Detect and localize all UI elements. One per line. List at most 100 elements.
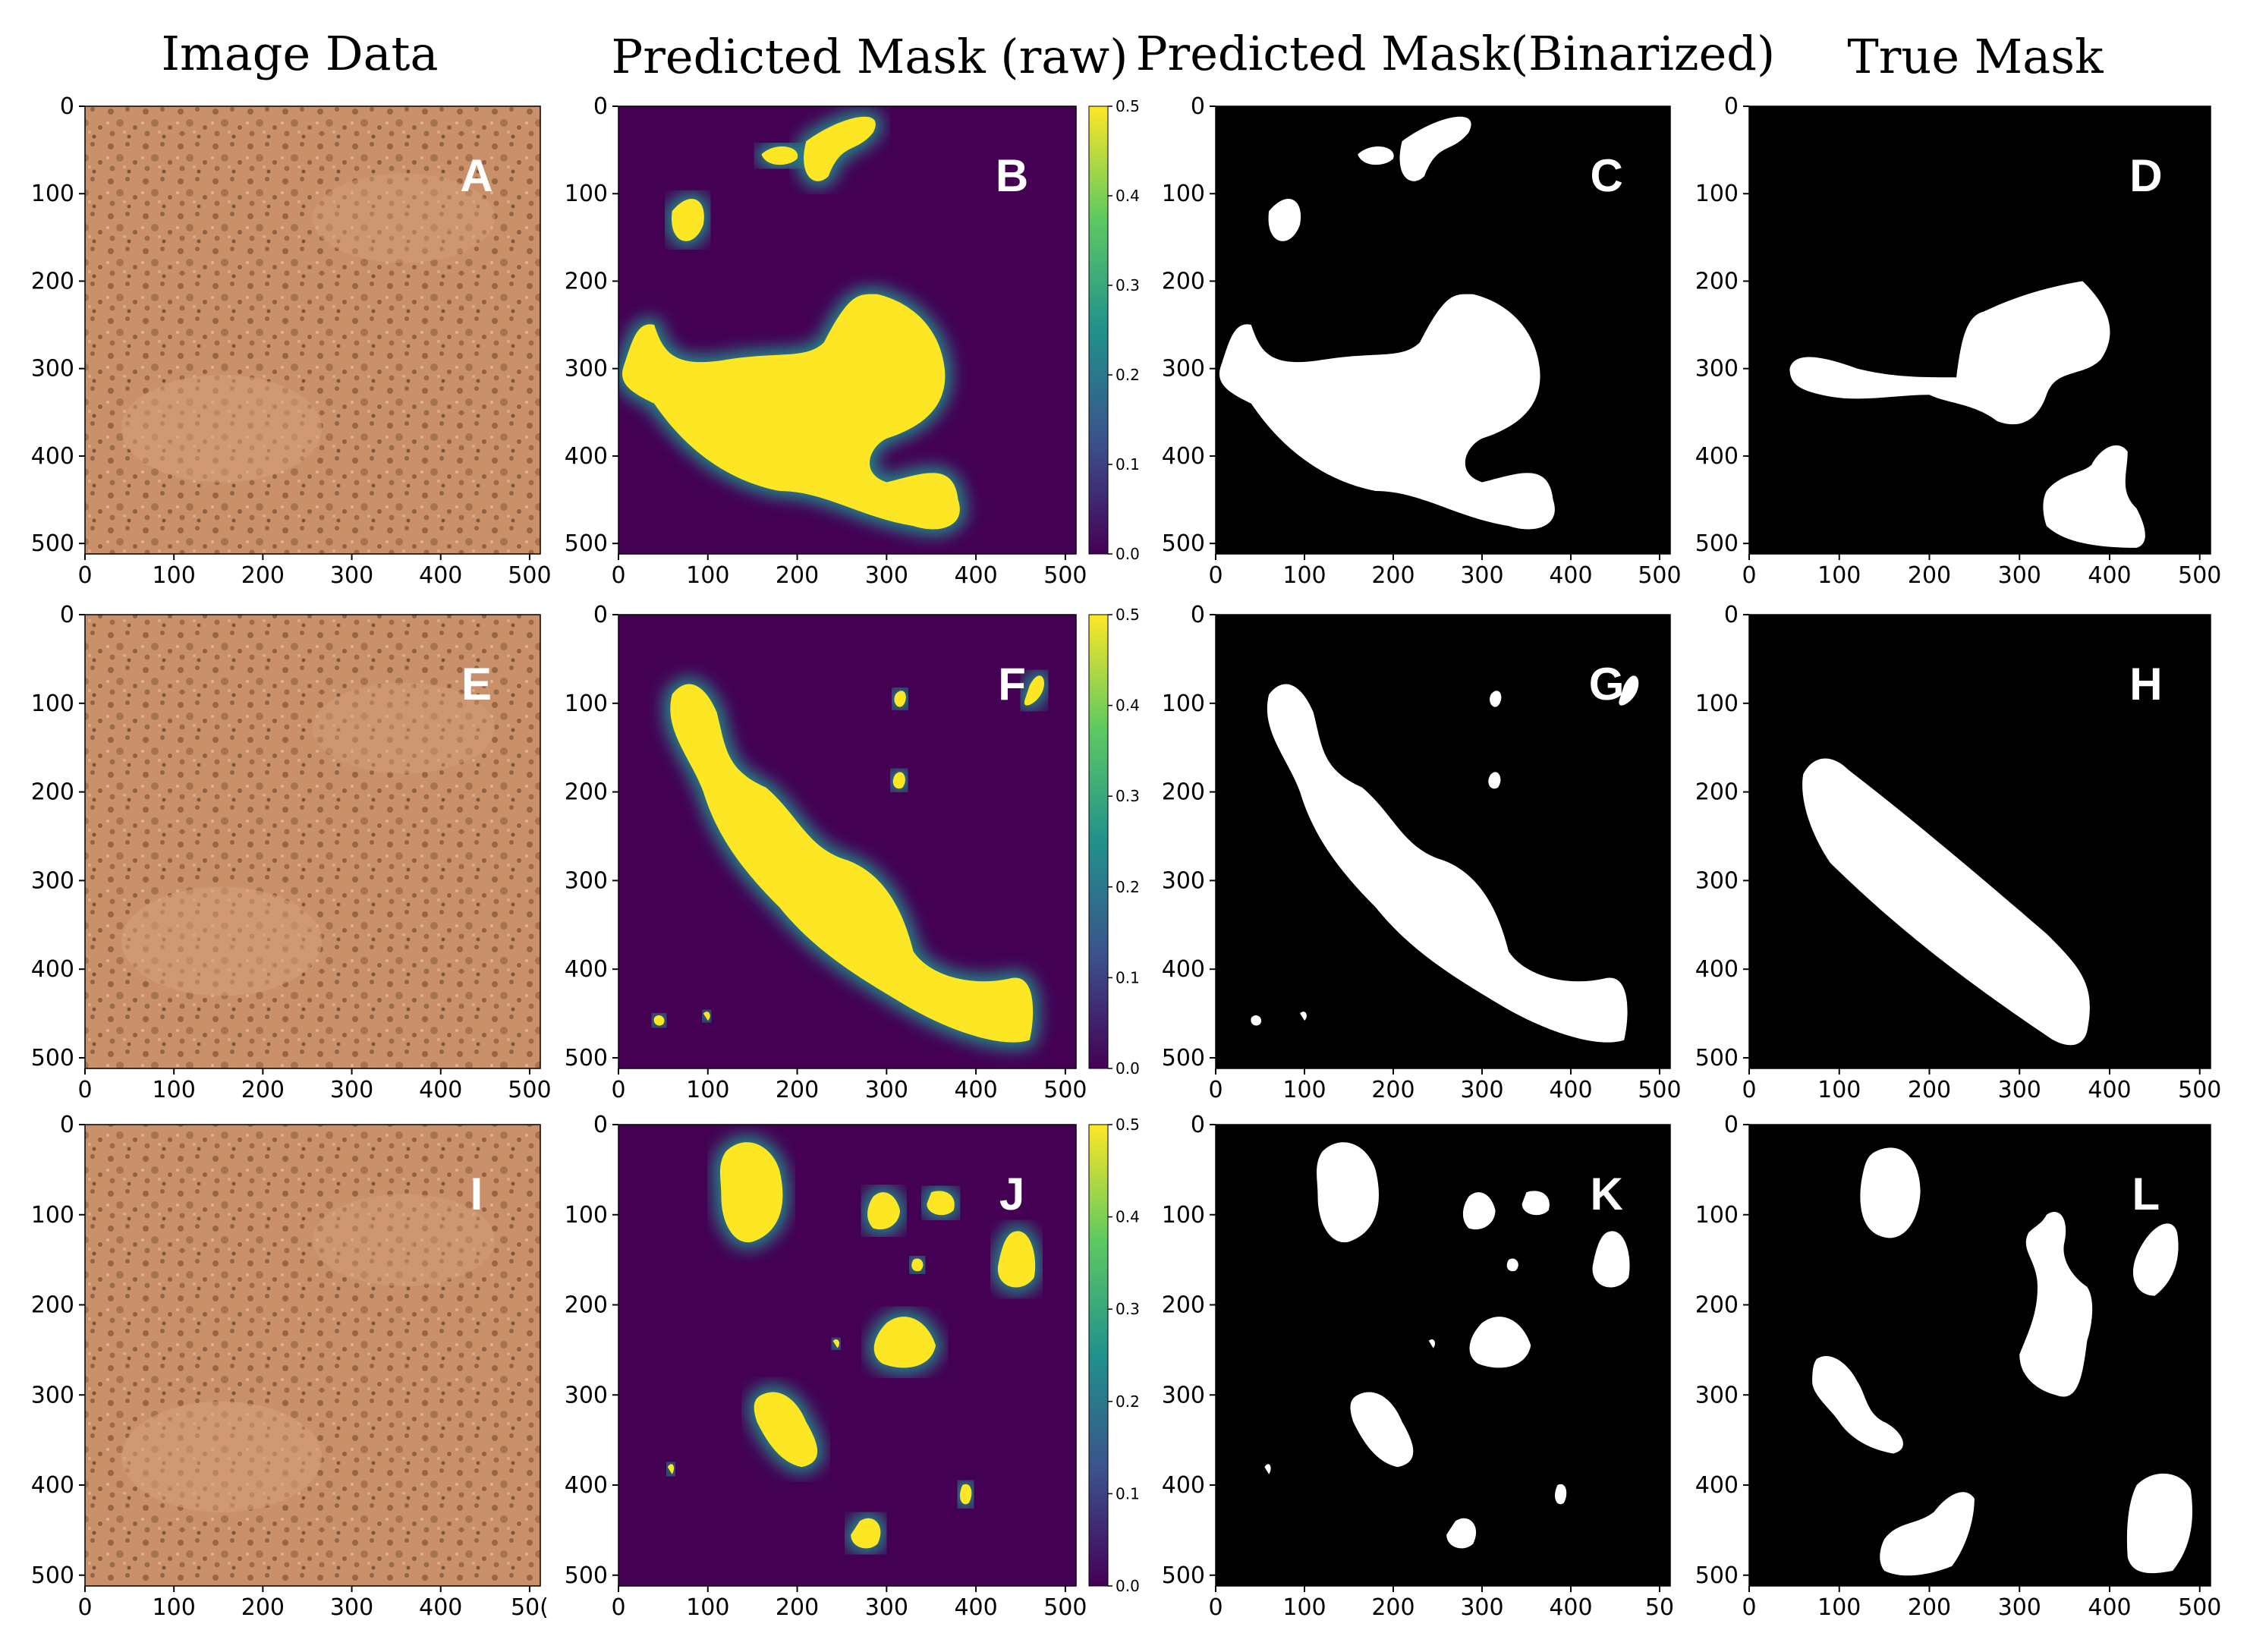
heatmap-blob bbox=[927, 1191, 955, 1216]
colorbar-tick-label: 0.4 bbox=[1116, 187, 1140, 205]
heatmap-blob bbox=[894, 691, 906, 707]
x-tick-label: 0 bbox=[1208, 1077, 1223, 1103]
y-tick-label: 400 bbox=[1695, 1472, 1739, 1499]
mask-region bbox=[1490, 691, 1502, 707]
heatmap-blob bbox=[997, 1231, 1036, 1288]
panel-letter: I bbox=[470, 1169, 483, 1219]
x-tick-label: 400 bbox=[954, 562, 997, 589]
panel-letter: C bbox=[1590, 150, 1622, 201]
panel-f: 0.5 0.4 0.3 0.2 0.1 0.0 0 0 100 100 200 200 300 300 40… bbox=[565, 602, 1140, 1103]
mask-region bbox=[1267, 684, 1628, 1043]
colorbar-tick-label: 0.2 bbox=[1116, 878, 1140, 896]
heatmap-blob bbox=[670, 684, 1034, 1043]
x-tick-label: 0 bbox=[611, 562, 625, 589]
y-tick-label: 400 bbox=[565, 443, 608, 470]
x-tick-label: 400 bbox=[2088, 562, 2131, 589]
microscopy-image bbox=[85, 615, 540, 1068]
mask-region bbox=[1506, 1258, 1518, 1272]
heatmap-blob bbox=[804, 116, 876, 181]
x-tick-label: 200 bbox=[1371, 1594, 1415, 1621]
colorbar-tick-label: 0.4 bbox=[1116, 1208, 1140, 1226]
x-tick-label: 100 bbox=[1282, 562, 1326, 589]
y-tick-label: 500 bbox=[31, 1045, 74, 1071]
mask-background bbox=[1216, 1125, 1670, 1586]
x-tick-label: 0 bbox=[77, 1077, 92, 1103]
y-tick-label: 300 bbox=[1695, 1382, 1739, 1408]
x-tick-label: 500 bbox=[1043, 1077, 1087, 1103]
panel-letter: J bbox=[999, 1169, 1024, 1219]
x-tick-label: 400 bbox=[419, 1594, 462, 1621]
x-tick-label: 100 bbox=[686, 562, 729, 589]
panel-l: 0 0 100 100 200 200 300 300 400 400 500 500 L bbox=[1695, 1112, 2222, 1621]
y-tick-label: 500 bbox=[565, 1045, 608, 1071]
y-tick-label: 100 bbox=[1162, 691, 1205, 717]
heatmap-blob bbox=[867, 1192, 900, 1230]
mask-region bbox=[1399, 116, 1471, 181]
x-tick-label: 500 bbox=[1043, 562, 1087, 589]
y-tick-label: 400 bbox=[1162, 1472, 1205, 1499]
y-tick-label: 200 bbox=[565, 268, 608, 294]
heatmap-blob bbox=[622, 294, 960, 530]
heatmap-blob bbox=[892, 772, 905, 789]
y-tick-label: 400 bbox=[565, 956, 608, 983]
heatmap-blob bbox=[672, 198, 704, 241]
heatmap-blob bbox=[703, 1012, 710, 1021]
y-tick-label: 200 bbox=[1162, 268, 1205, 294]
x-tick-label: 300 bbox=[330, 1594, 373, 1621]
x-tick-label: 200 bbox=[241, 1077, 285, 1103]
panel-letter: L bbox=[2132, 1169, 2160, 1219]
heatmap-blob bbox=[873, 1317, 936, 1368]
y-tick-label: 0 bbox=[1191, 93, 1205, 120]
x-tick-label: 200 bbox=[241, 562, 285, 589]
y-tick-label: 100 bbox=[1695, 691, 1739, 717]
mask-region bbox=[1522, 1191, 1550, 1216]
y-tick-label: 400 bbox=[1162, 443, 1205, 470]
x-tick-label: 500 bbox=[2178, 1594, 2221, 1621]
x-tick-label: 500 bbox=[2178, 562, 2221, 589]
colorbar-tick-label: 0.3 bbox=[1116, 1300, 1140, 1318]
x-tick-label: 0 bbox=[77, 1594, 92, 1621]
heatmap-blob bbox=[667, 1464, 675, 1474]
x-tick-label: 100 bbox=[1817, 1077, 1861, 1103]
colorbar-tick-label: 0.4 bbox=[1116, 697, 1140, 715]
panel-letter: D bbox=[2129, 150, 2162, 201]
y-tick-label: 300 bbox=[1162, 1382, 1205, 1408]
y-tick-label: 200 bbox=[1695, 268, 1739, 294]
y-tick-label: 100 bbox=[1162, 181, 1205, 207]
y-tick-label: 500 bbox=[565, 530, 608, 557]
y-tick-label: 200 bbox=[1162, 779, 1205, 806]
column-title-true-mask: True Mask bbox=[1847, 29, 2104, 84]
x-tick-label: 400 bbox=[1549, 1077, 1592, 1103]
y-tick-label: 400 bbox=[31, 1472, 74, 1499]
y-tick-label: 400 bbox=[31, 443, 74, 470]
panel-b: 0.5 0.4 0.3 0.2 0.1 0.0 0 0 100 100 200 200 300 300 40… bbox=[565, 93, 1140, 589]
y-tick-label: 0 bbox=[60, 93, 74, 120]
heatmap-blob bbox=[761, 146, 798, 165]
x-tick-label: 0 bbox=[611, 1077, 625, 1103]
panel-d: 0 0 100 100 200 200 300 300 400 400 500 500 D bbox=[1695, 93, 2222, 589]
x-tick-label: 200 bbox=[241, 1594, 285, 1621]
colorbar-tick-label: 0.5 bbox=[1116, 1115, 1140, 1134]
colorbar-tick-label: 0.5 bbox=[1116, 606, 1140, 624]
mask-region bbox=[1358, 146, 1394, 165]
heatmap-blob bbox=[911, 1258, 924, 1272]
panel-j: 0.5 0.4 0.3 0.2 0.1 0.0 0 0 100 100 200 200 300 300 40… bbox=[565, 1112, 1140, 1621]
y-tick-label: 300 bbox=[1695, 867, 1739, 894]
panel-letter: B bbox=[996, 150, 1028, 201]
colorbar: 0.5 0.4 0.3 0.2 0.1 0.0 bbox=[1088, 97, 1140, 563]
colorbar-tick-label: 0.2 bbox=[1116, 1392, 1140, 1411]
x-tick-label: 50( bbox=[511, 1594, 549, 1621]
column-title-image-data: Image Data bbox=[162, 26, 439, 81]
x-tick-label: 0 bbox=[1742, 562, 1756, 589]
y-tick-label: 500 bbox=[1162, 1045, 1205, 1071]
mask-region bbox=[1446, 1518, 1477, 1549]
x-tick-label: 400 bbox=[1549, 1594, 1592, 1621]
panel-a: 0 0 100 100 200 200 300 300 400 400 500 500 A bbox=[31, 93, 552, 589]
mask-region bbox=[2019, 1212, 2093, 1397]
colorbar: 0.5 0.4 0.3 0.2 0.1 0.0 bbox=[1088, 1115, 1140, 1595]
y-tick-label: 300 bbox=[1695, 356, 1739, 382]
colorbar-tick-label: 0.3 bbox=[1116, 787, 1140, 805]
panel-h: 0 0 100 100 200 200 300 300 400 400 500 500 H bbox=[1695, 602, 2222, 1103]
y-tick-label: 100 bbox=[31, 691, 74, 717]
mask-region bbox=[1812, 1355, 1903, 1454]
